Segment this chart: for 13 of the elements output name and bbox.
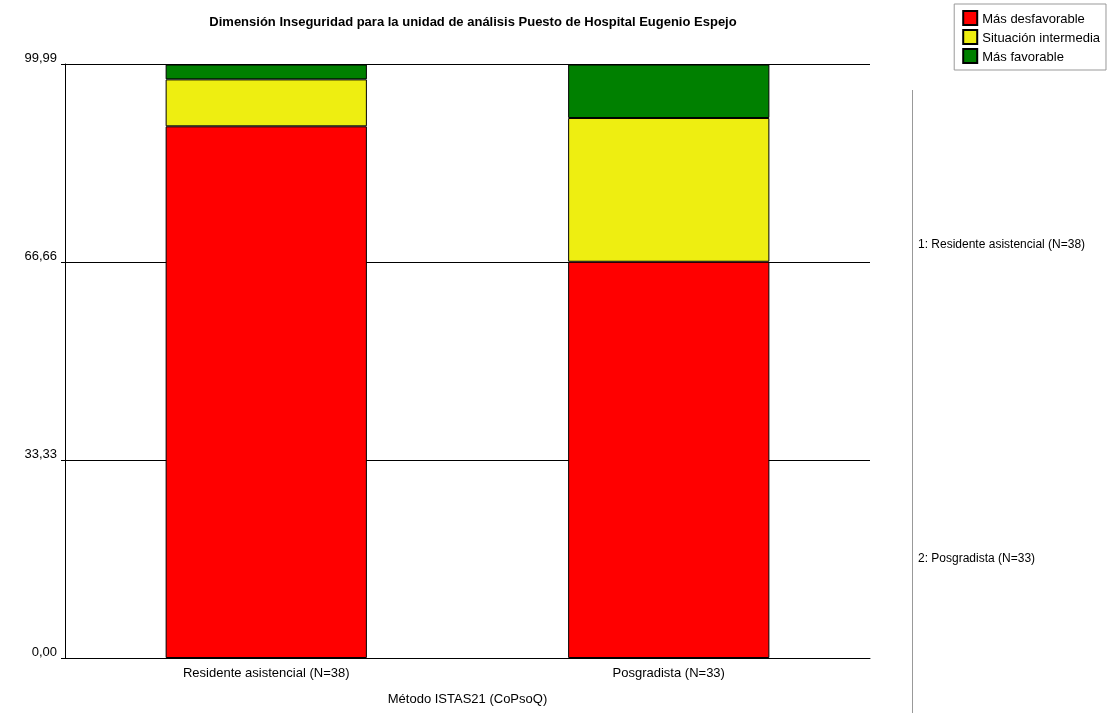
x-tick-label: Residente asistencial (N=38)	[182, 665, 350, 680]
legend-label: Más favorable	[982, 48, 1064, 64]
legend-label: Situación intermedia	[982, 29, 1101, 45]
y-tick-label: 99,99	[24, 50, 57, 65]
x-axis-title: Método ISTAS21 (CoPsoQ)	[387, 691, 548, 706]
y-tick-label: 33,33	[24, 446, 57, 461]
text: 1: Residente asistencial (N=38)	[918, 237, 1086, 251]
text: 2: Posgradista (N=33)	[918, 551, 1036, 565]
legend-label: Más desfavorable	[982, 10, 1085, 26]
chart-title: Dimensión Inseguridad para la unidad de análisis Puesto de Hospital Eugenio Espejo	[209, 14, 737, 29]
y-tick-label: 66,66	[24, 248, 57, 263]
x-tick-label: Posgradista (N=33)	[612, 665, 725, 680]
y-tick-label: 0,00	[31, 644, 57, 659]
